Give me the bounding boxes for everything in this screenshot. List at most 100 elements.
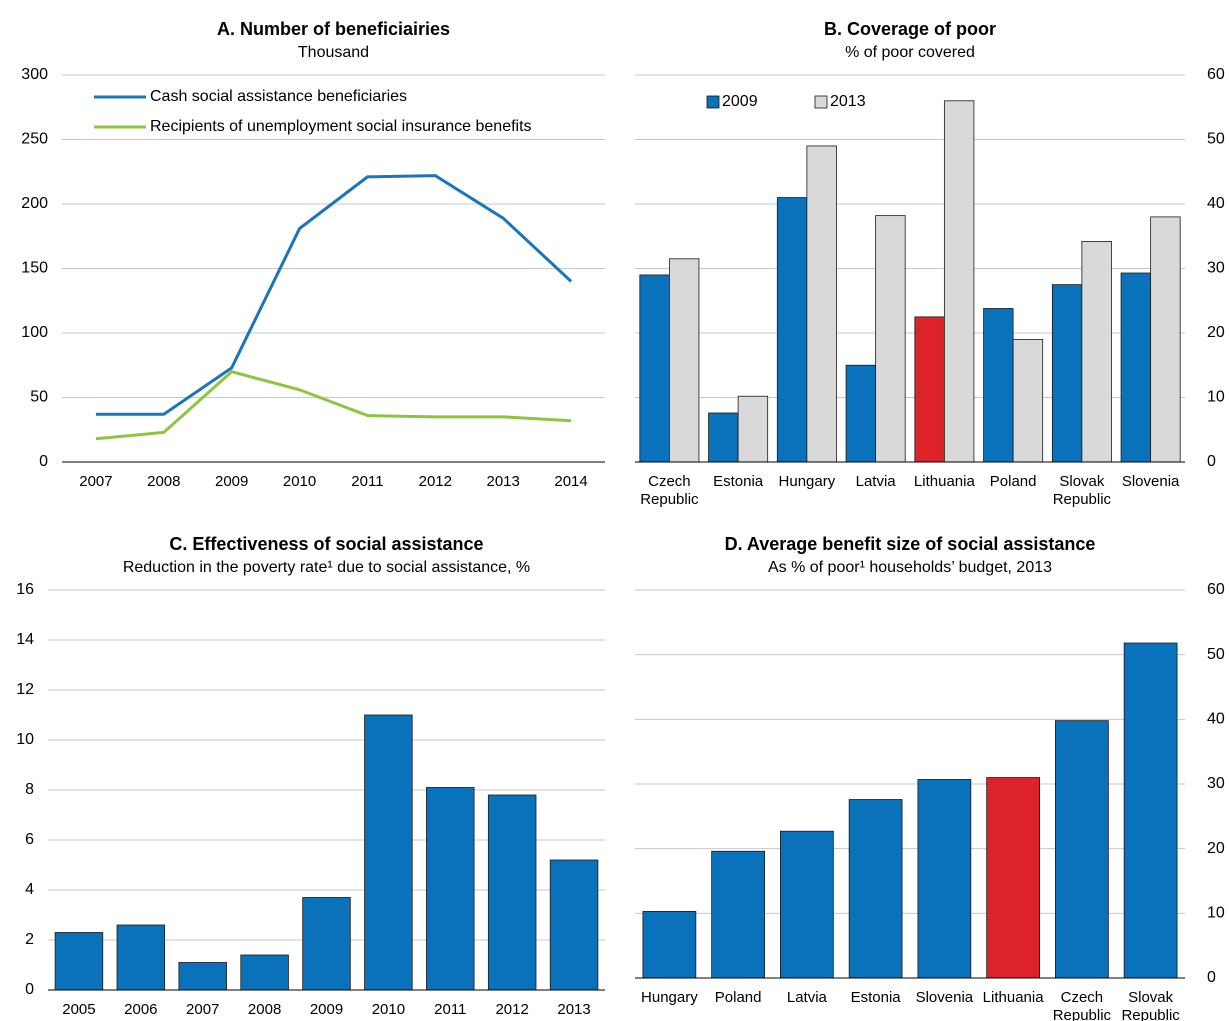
- y-tick-label: 10: [16, 731, 34, 748]
- y-tick-label: 60: [1207, 66, 1225, 83]
- x-tick-label: Slovenia: [1122, 473, 1180, 490]
- x-tick-label: 2008: [248, 1001, 281, 1018]
- x-tick-label: Slovak Republic: [1121, 989, 1180, 1021]
- y-tick-label: 2: [25, 931, 34, 948]
- bar: [302, 897, 351, 991]
- x-tick-label: 2011: [434, 1001, 466, 1018]
- y-tick-label: 0: [39, 453, 48, 470]
- y-tick-label: 250: [21, 131, 48, 148]
- x-tick-label: Latvia: [787, 989, 828, 1006]
- chart-subtitle: As % of poor¹ households’ budget, 2013: [768, 559, 1052, 576]
- chart-title: D. Average benefit size of social assist…: [725, 534, 1096, 554]
- bar: [986, 777, 1040, 979]
- bar: [708, 412, 739, 463]
- y-tick-label: 30: [1207, 775, 1225, 792]
- legend-label: Cash social assistance beneficiaries: [150, 88, 407, 105]
- bar: [639, 274, 670, 463]
- chart-subtitle: Reduction in the poverty rate¹ due to so…: [123, 559, 530, 576]
- y-tick-label: 50: [1207, 646, 1225, 663]
- x-tick-label: 2007: [79, 473, 112, 490]
- x-tick-label: 2012: [419, 473, 452, 490]
- bar: [1120, 272, 1152, 463]
- y-tick-label: 30: [1207, 260, 1225, 277]
- x-tick-label: 2013: [487, 473, 520, 490]
- bar: [983, 308, 1014, 463]
- bar: [780, 830, 834, 979]
- x-tick-label: Lithuania: [983, 989, 1045, 1006]
- y-tick-label: 300: [21, 66, 48, 83]
- x-tick-label: Czech Republic: [640, 473, 699, 508]
- chart-subtitle: % of poor covered: [845, 44, 975, 61]
- x-tick-label: 2008: [147, 473, 180, 490]
- bar: [806, 145, 837, 463]
- bar: [737, 395, 769, 463]
- x-tick-label: 2010: [283, 473, 316, 490]
- x-tick-label: Estonia: [851, 989, 902, 1006]
- y-tick-label: 40: [1207, 195, 1225, 212]
- chart-title: A. Number of beneficiairies: [217, 19, 450, 39]
- y-tick-label: 50: [1207, 131, 1225, 148]
- bar: [776, 197, 808, 463]
- x-tick-label: Lithuania: [914, 473, 976, 490]
- bar: [1081, 241, 1112, 463]
- y-tick-label: 10: [1207, 389, 1225, 406]
- y-tick-label: 150: [21, 260, 48, 277]
- y-tick-label: 50: [30, 389, 48, 406]
- x-tick-label: Latvia: [856, 473, 897, 490]
- y-tick-label: 40: [1207, 711, 1225, 728]
- x-tick-label: 2010: [372, 1001, 405, 1018]
- y-tick-label: 20: [1207, 324, 1225, 341]
- y-tick-label: 4: [25, 881, 34, 898]
- bar: [240, 954, 289, 991]
- x-tick-label: Slovenia: [916, 989, 974, 1006]
- line-series: [95, 370, 572, 441]
- y-tick-label: 6: [25, 831, 34, 848]
- bar: [178, 962, 227, 991]
- bar: [426, 787, 475, 991]
- x-tick-label: Hungary: [779, 473, 836, 490]
- bar: [1055, 720, 1109, 979]
- x-tick-label: 2005: [62, 1001, 95, 1018]
- y-tick-label: 0: [1207, 969, 1216, 986]
- x-tick-label: 2014: [554, 473, 587, 490]
- bar: [54, 932, 104, 991]
- x-tick-label: Poland: [715, 989, 762, 1006]
- x-tick-label: Hungary: [641, 989, 698, 1006]
- x-tick-label: 2013: [557, 1001, 590, 1018]
- bar: [1051, 284, 1083, 463]
- bar: [917, 779, 972, 979]
- y-tick-label: 0: [1207, 453, 1216, 470]
- line-series: [95, 174, 573, 416]
- bar: [848, 799, 903, 979]
- bar: [487, 794, 537, 991]
- bar: [116, 924, 166, 991]
- x-tick-label: Czech Republic: [1053, 989, 1112, 1021]
- bar: [549, 859, 599, 991]
- y-tick-label: 20: [1207, 840, 1225, 857]
- bar: [1123, 642, 1178, 979]
- legend-swatch: [706, 95, 720, 109]
- legend-swatch: [814, 95, 828, 109]
- x-tick-label: 2006: [124, 1001, 157, 1018]
- x-tick-label: 2007: [186, 1001, 219, 1018]
- x-tick-label: 2009: [310, 1001, 343, 1018]
- bar: [642, 910, 697, 979]
- y-tick-label: 14: [16, 631, 34, 648]
- chart-subtitle: Thousand: [298, 44, 369, 61]
- bar: [364, 714, 413, 991]
- y-tick-label: 16: [16, 581, 34, 598]
- x-tick-label: Slovak Republic: [1053, 473, 1112, 508]
- legend-label: Recipients of unemployment social insura…: [150, 118, 532, 135]
- y-tick-label: 0: [25, 981, 34, 998]
- x-tick-label: Poland: [990, 473, 1037, 490]
- y-tick-label: 100: [21, 324, 48, 341]
- x-tick-label: 2009: [215, 473, 248, 490]
- bar: [943, 100, 975, 463]
- y-tick-label: 10: [1207, 905, 1225, 922]
- bar: [875, 215, 906, 463]
- bar: [845, 364, 877, 463]
- chart-title: B. Coverage of poor: [824, 19, 996, 39]
- y-tick-label: 12: [16, 681, 34, 698]
- bar: [1150, 216, 1181, 463]
